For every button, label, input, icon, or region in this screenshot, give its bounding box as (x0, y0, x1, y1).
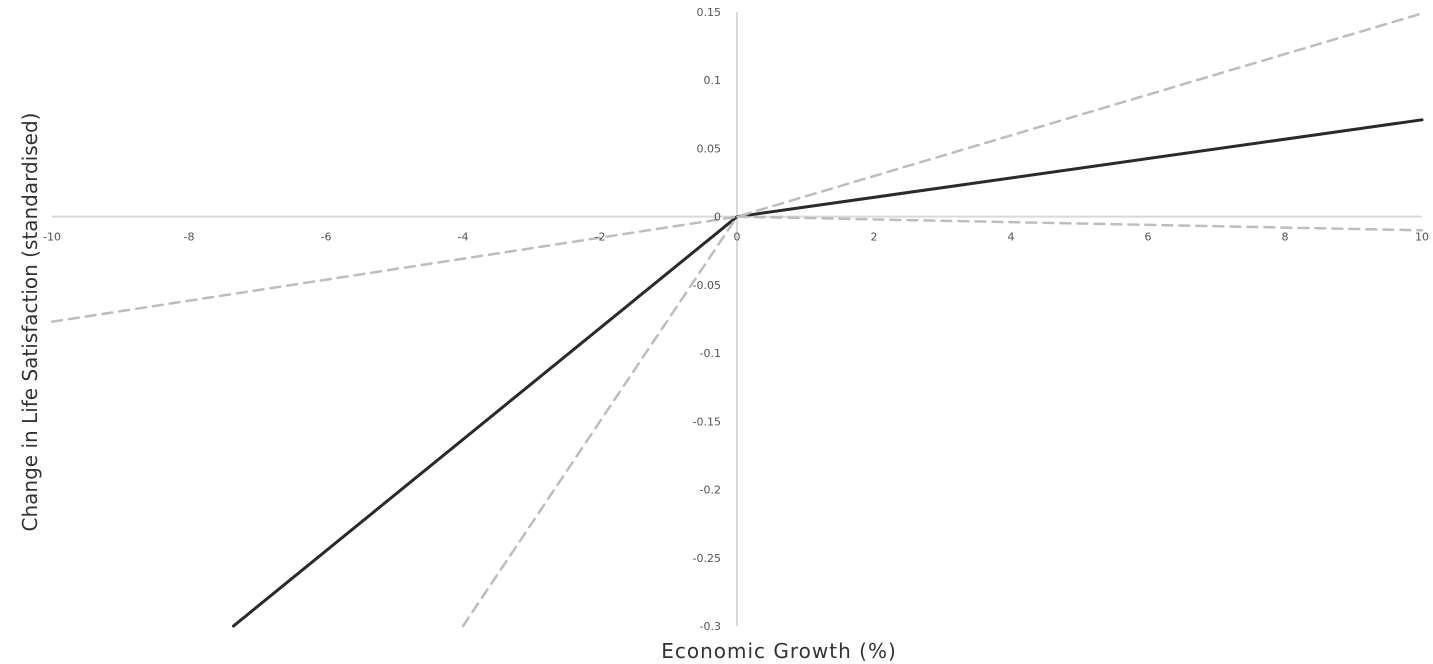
x-tick-label: 8 (1282, 231, 1289, 244)
x-tick-label: -8 (184, 231, 195, 244)
y-axis-title: Change in Life Satisfaction (standardise… (18, 113, 42, 532)
x-tick-label: 6 (1145, 231, 1152, 244)
x-tick-label: -10 (43, 231, 61, 244)
x-axis-title: Economic Growth (%) (661, 639, 897, 663)
y-tick-label: -0.3 (700, 620, 721, 633)
tick-labels: -10 -8 -6 -4 -2 0 2 4 6 8 10 -0.3 -0.25 -0.2 -0.15 -0.1… (43, 6, 1429, 633)
x-tick-label: -6 (321, 231, 332, 244)
y-tick-label: 0.1 (704, 74, 722, 87)
x-tick-label: 10 (1415, 231, 1429, 244)
y-tick-label: -0.2 (700, 484, 721, 497)
y-tick-label: -0.1 (700, 347, 721, 360)
x-tick-label: 2 (871, 231, 878, 244)
series-line-dashed-2 (461, 215, 1424, 628)
x-tick-label: -2 (595, 231, 606, 244)
y-tick-label: -0.05 (693, 279, 721, 292)
x-tick-label: -4 (458, 231, 469, 244)
y-tick-label: 0.05 (697, 142, 722, 155)
axes (52, 12, 1422, 626)
y-tick-label: -0.25 (693, 552, 721, 565)
y-tick-label: 0.15 (697, 6, 722, 19)
series-line-dashed-1 (50, 12, 1424, 323)
series-line-solid-0 (232, 118, 1424, 628)
y-tick-label: 0 (714, 211, 721, 224)
y-tick-label: -0.15 (693, 415, 721, 428)
series-layer (50, 12, 1424, 628)
x-tick-label: 0 (734, 231, 741, 244)
x-tick-label: 4 (1008, 231, 1015, 244)
